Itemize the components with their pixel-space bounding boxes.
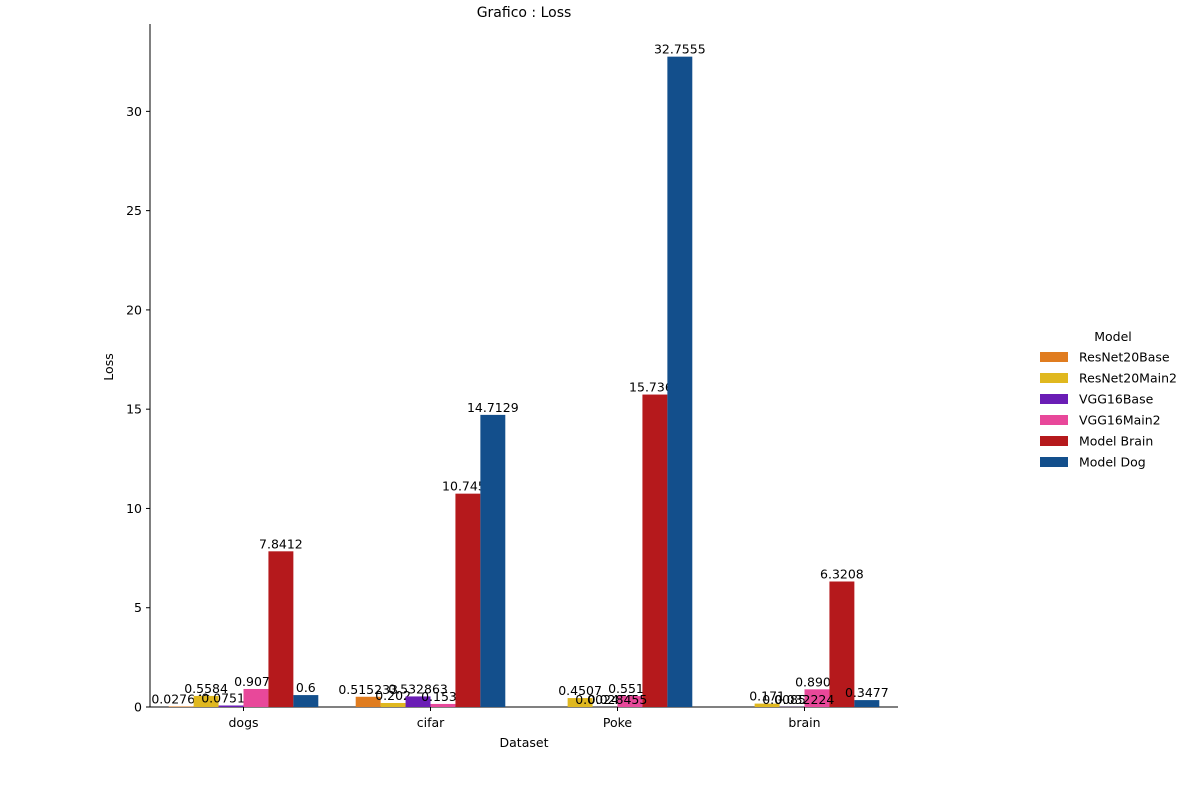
legend-label: ResNet20Base [1079,350,1170,365]
data-label: 0.9078 [234,674,278,689]
data-label: 32.7555 [654,42,706,57]
data-label: 0.532863 [388,681,448,696]
x-tick-label: Poke [603,715,633,730]
data-label: 0.5519 [608,681,652,696]
y-tick-label: 20 [126,302,142,317]
data-label: 7.8412 [259,536,303,551]
legend-swatch [1040,394,1068,404]
bar [430,703,456,707]
bar [829,581,855,707]
data-label: 0.515233 [338,682,398,697]
bar [667,56,693,707]
bar [480,414,506,707]
data-label: 0.6 [296,680,316,695]
legend: Model ResNet20Base ResNet20Main2 VGG16Base… [1040,329,1177,470]
legend-label: VGG16Main2 [1079,413,1161,428]
bar [293,695,319,707]
data-label: 0.3477 [845,685,889,700]
x-tick-label: cifar [417,715,445,730]
data-label: 6.3208 [820,567,864,582]
y-tick-label: 0 [134,700,142,715]
legend-label: VGG16Base [1079,392,1154,407]
bar [804,689,830,707]
legend-label: Model Dog [1079,455,1146,470]
data-label: 0.4507 [558,683,602,698]
legend-swatch [1040,436,1068,446]
bar [355,696,381,707]
x-tick-label: dogs [228,715,258,730]
bar [243,688,269,707]
bar [193,695,219,707]
legend-swatch [1040,415,1068,425]
legend-swatch [1040,457,1068,467]
x-axis-label: Dataset [500,735,549,750]
data-label: 0.171 [749,689,785,704]
bar [380,702,406,707]
y-tick-label: 25 [126,203,142,218]
bar [268,551,294,707]
x-tick-label: brain [788,715,820,730]
legend-title: Model [1094,329,1132,344]
legend-label: ResNet20Main2 [1079,371,1177,386]
bar [168,706,194,707]
bar [617,696,643,707]
y-tick-label: 15 [126,402,142,417]
data-label: 0.5584 [184,681,228,696]
legend-swatch [1040,352,1068,362]
plot-area: 051015202530dogs0.0276420.55840.0751640.… [126,24,898,730]
data-label: 0.202 [375,688,411,703]
y-tick-label: 10 [126,501,142,516]
y-axis-label: Loss [101,353,116,380]
data-label: 0.032224 [775,692,835,707]
data-label: 14.7129 [467,400,519,415]
chart-title: Grafico : Loss [477,5,572,21]
bar [567,698,593,707]
y-tick-label: 5 [134,600,142,615]
bar [455,493,481,707]
data-label: 0.028455 [588,692,648,707]
bar [854,700,880,707]
data-label: 0.1539 [421,689,465,704]
bar [218,705,244,707]
data-label: 0.8905 [795,674,839,689]
bar [405,696,431,707]
y-tick-label: 30 [126,104,142,119]
legend-label: Model Brain [1079,434,1153,449]
legend-swatch [1040,373,1068,383]
bar [754,703,780,707]
bar [642,394,668,707]
